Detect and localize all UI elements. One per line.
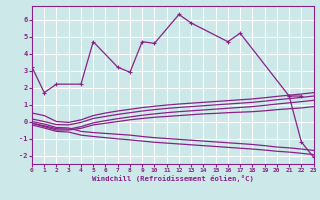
X-axis label: Windchill (Refroidissement éolien,°C): Windchill (Refroidissement éolien,°C) bbox=[92, 175, 254, 182]
